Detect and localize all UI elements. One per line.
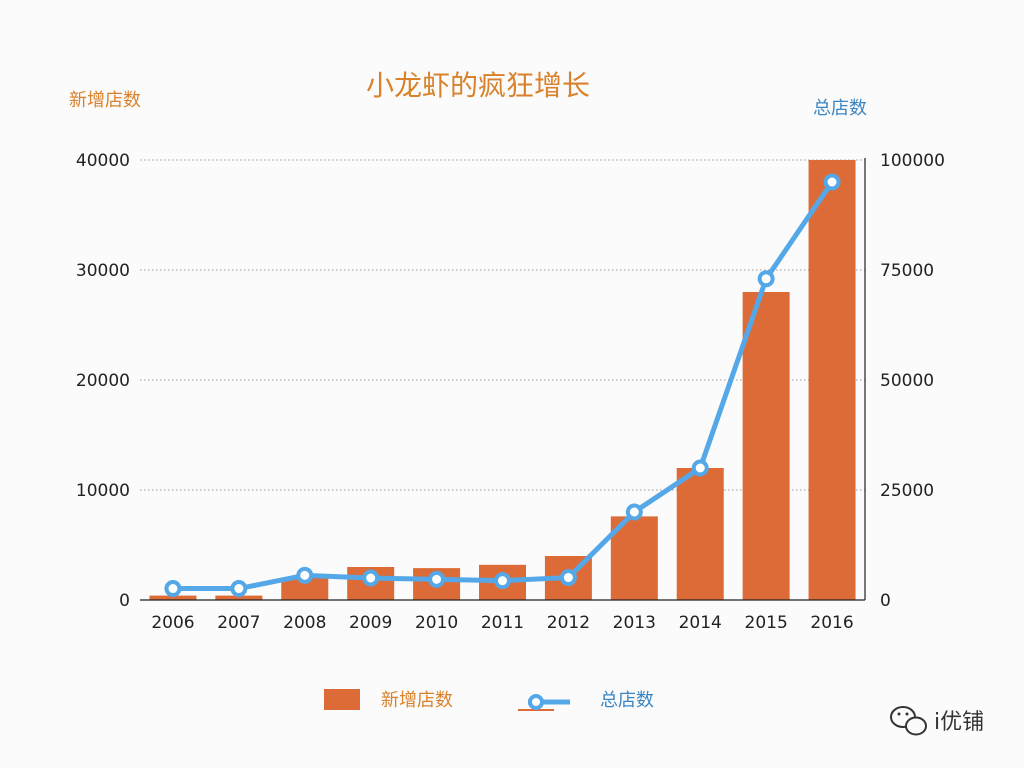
bar-series <box>149 160 856 600</box>
bar <box>281 578 329 600</box>
right-tick-label: 0 <box>880 591 891 611</box>
x-tick-label: 2010 <box>415 613 458 633</box>
bar <box>676 468 724 600</box>
right-axis-label: 总店数 <box>813 98 867 119</box>
x-axis-ticks: 2006 2007 2008 2009 2010 2011 2012 2013 2014 2015… <box>151 613 853 633</box>
x-tick-label: 2015 <box>745 613 788 633</box>
legend-marker <box>528 694 544 710</box>
line-point <box>625 503 643 521</box>
legend-label-line: 总店数 <box>600 690 654 711</box>
x-tick-label: 2009 <box>349 613 392 633</box>
right-axis-ticks: 0 25000 50000 75000 100000 <box>880 151 945 611</box>
x-tick-label: 2006 <box>151 613 194 633</box>
legend-swatch-bar <box>324 689 360 710</box>
left-tick-label: 20000 <box>76 371 130 391</box>
line-point <box>164 580 182 598</box>
right-tick-label: 50000 <box>880 371 934 391</box>
x-tick-label: 2014 <box>679 613 722 633</box>
left-tick-label: 40000 <box>76 151 130 171</box>
left-tick-label: 10000 <box>76 481 130 501</box>
line-point <box>757 270 775 288</box>
line-point <box>559 569 577 587</box>
chart-title: 小龙虾的疯狂增长 <box>366 69 590 102</box>
bar <box>149 595 197 600</box>
x-tick-label: 2016 <box>810 613 853 633</box>
line-series <box>164 173 841 598</box>
left-axis-label: 新增店数 <box>69 90 141 111</box>
bar <box>742 292 790 600</box>
wechat-icon <box>890 706 927 736</box>
legend-label-bar: 新增店数 <box>381 690 453 711</box>
legend: 新增店数 总店数 <box>324 689 654 711</box>
line-point <box>691 459 709 477</box>
line-point <box>296 566 314 584</box>
right-tick-label: 75000 <box>880 261 934 281</box>
left-tick-label: 30000 <box>76 261 130 281</box>
line-point <box>230 580 248 598</box>
line-path <box>170 179 835 592</box>
axes <box>140 158 866 601</box>
bar <box>215 595 263 600</box>
right-tick-label: 100000 <box>880 151 945 171</box>
x-tick-label: 2007 <box>217 613 260 633</box>
x-tick-label: 2012 <box>547 613 590 633</box>
line-point <box>494 572 511 590</box>
watermark-text: i优铺 <box>934 710 984 735</box>
bar <box>808 160 856 600</box>
line-point <box>428 570 446 588</box>
x-tick-label: 2008 <box>283 613 326 633</box>
line-point <box>823 173 841 191</box>
left-axis-ticks: 0 10000 20000 30000 40000 <box>76 151 130 611</box>
left-tick-label: 0 <box>119 591 130 611</box>
line-point <box>362 569 380 587</box>
watermark: i优铺 <box>890 706 984 736</box>
x-tick-label: 2013 <box>613 613 656 633</box>
right-tick-label: 25000 <box>880 481 934 501</box>
x-tick-label: 2011 <box>481 613 524 633</box>
